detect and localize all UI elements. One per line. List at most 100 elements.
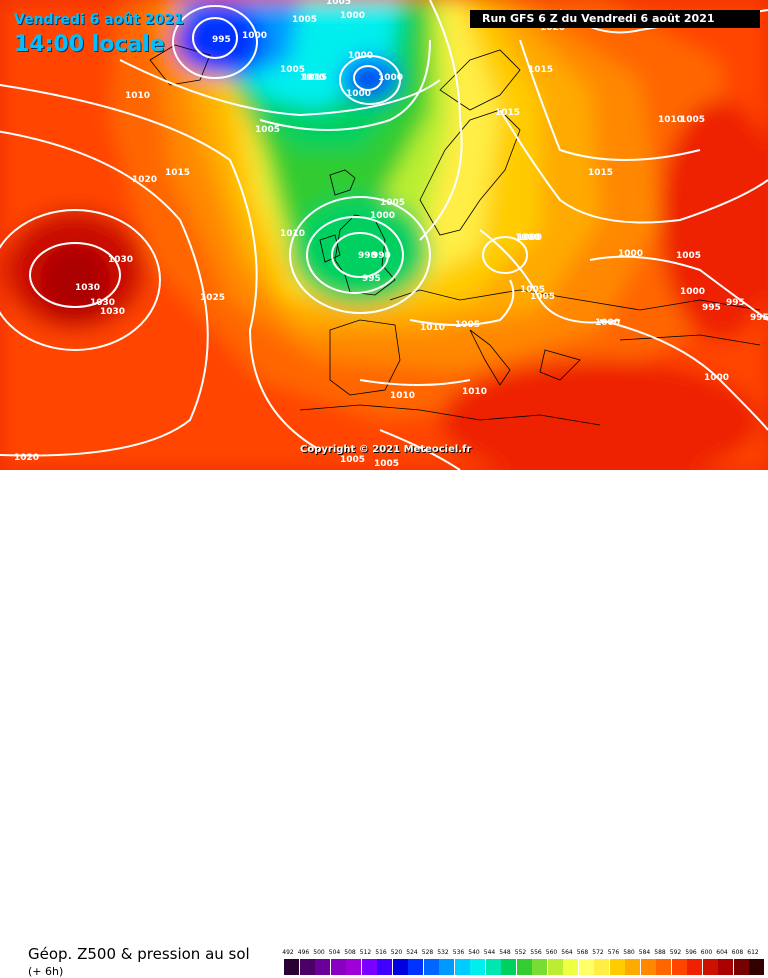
isobar-label: 1000 <box>595 318 620 328</box>
isobars <box>0 0 768 470</box>
isobar-label: 1020 <box>540 23 565 33</box>
scale-label: 556 <box>530 949 542 956</box>
scale-swatch <box>392 959 408 975</box>
isobar-label: 1010 <box>300 73 325 83</box>
isobar-label: 1015 <box>588 168 613 178</box>
z500-color-field <box>0 0 768 470</box>
scale-swatch <box>501 959 516 975</box>
isobar-label: 1005 <box>374 459 399 469</box>
isobar-label: 1005 <box>520 285 545 295</box>
scale-label: 600 <box>700 949 713 956</box>
isobar-label: 1010 <box>390 391 415 401</box>
scale-swatch <box>609 959 625 975</box>
isobar-label: 995 <box>212 35 231 45</box>
isobar-label: 1000 <box>346 89 371 99</box>
isobar-label: 1005 <box>280 65 305 75</box>
scale-swatch <box>516 959 532 975</box>
isobar-label: 1010 <box>658 115 683 125</box>
isobar-label: 1000 <box>340 11 365 21</box>
valid-date: Vendredi 6 août 2021 <box>14 12 184 28</box>
scale-label: 516 <box>375 949 387 956</box>
scale-swatch <box>625 959 640 975</box>
scale-label: 608 <box>731 949 744 956</box>
scale-swatch <box>578 959 594 975</box>
isobar-label: 1000 <box>517 233 542 243</box>
isobar-label: 1010 <box>420 323 445 333</box>
isobar-label: 1030 <box>108 255 133 265</box>
scale-swatch <box>485 959 501 975</box>
isobar-label: 1030 <box>75 283 100 293</box>
run-info: Run GFS 6 Z du Vendredi 6 août 2021 <box>470 10 760 28</box>
scale-label: 532 <box>437 949 449 956</box>
scale-label: 504 <box>328 949 341 956</box>
scale-swatch <box>687 959 702 975</box>
scale-swatch <box>423 959 439 975</box>
scale-label: 604 <box>716 949 728 956</box>
scale-swatch <box>377 959 392 975</box>
scale-label: 552 <box>514 949 527 956</box>
isobar-label: 1000 <box>378 73 403 83</box>
isobar-label: 1005 <box>292 15 317 25</box>
scale-swatch <box>594 959 609 975</box>
isobar-label: 1020 <box>14 453 39 463</box>
isobar-label: 1000 <box>618 249 643 259</box>
isobar-label: 1030 <box>100 307 125 317</box>
scale-label: 520 <box>390 949 403 956</box>
isobar-label: 1015 <box>528 65 553 75</box>
isobar-label: 1000 <box>680 287 705 297</box>
isobar-label: 1000 <box>242 31 267 41</box>
isobar-label: 1005 <box>676 251 701 261</box>
scale-swatch <box>547 959 563 975</box>
weather-map: 995 1000 1005 1000 1005 1005 1010 1005 1015 1000 1… <box>0 0 768 470</box>
isobar-label: 1005 <box>380 198 405 208</box>
scale-swatch <box>532 959 547 975</box>
isobar-label: 1025 <box>200 293 225 303</box>
scale-label: 568 <box>576 949 589 956</box>
isobar-label: 995 <box>726 298 745 308</box>
isobar-label: 1015 <box>302 73 327 83</box>
scale-label: 524 <box>406 949 418 956</box>
isobar-label: 1005 <box>340 455 365 465</box>
isobar-label: 1015 <box>165 168 190 178</box>
coastlines <box>149 44 761 426</box>
scale-swatch <box>733 959 749 975</box>
scale-swatch <box>330 959 346 975</box>
isobar-label: 1010 <box>280 229 305 239</box>
scale-swatch <box>470 959 485 975</box>
isobar-label: 1005 <box>326 0 351 7</box>
scale-swatch <box>563 959 578 975</box>
legend-subtitle: (+ 6h) <box>28 965 64 978</box>
scale-swatch <box>408 959 423 975</box>
scale-label: 596 <box>685 949 697 956</box>
scale-swatch <box>702 959 718 975</box>
scale-swatch <box>284 959 299 975</box>
isobar-label: 1030 <box>90 298 115 308</box>
isobar-label: 1005 <box>455 320 480 330</box>
isobar-label: 1000 <box>515 233 540 243</box>
legend-title: Géop. Z500 & pression au sol <box>28 945 250 963</box>
isobar-label: 1000 <box>704 373 729 383</box>
isobar-label: 1005 <box>255 125 280 135</box>
scale-label: 580 <box>623 949 635 956</box>
scale-label: 584 <box>638 949 651 956</box>
scale-label: 496 <box>297 949 310 956</box>
legend-footer: Géop. Z500 & pression au sol (+ 6h) 492 4… <box>0 470 768 978</box>
scale-label: 592 <box>669 949 682 956</box>
isobar-label: 990 <box>358 251 377 261</box>
scale-swatch <box>749 959 764 975</box>
isobar-label: 1005 <box>530 292 555 302</box>
scale-label: 560 <box>545 949 558 956</box>
scale-label: 492 <box>282 949 294 956</box>
isobar-label: 995 <box>702 303 721 313</box>
scale-label: 576 <box>607 949 620 956</box>
scale-swatch <box>640 959 656 975</box>
scale-label: 588 <box>654 949 666 956</box>
scale-swatch <box>718 959 733 975</box>
scale-label: 508 <box>344 949 356 956</box>
isobar-label: 1020 <box>132 175 157 185</box>
scale-label: 512 <box>359 949 372 956</box>
isobar-label: 1015 <box>495 108 520 118</box>
scale-label: 500 <box>313 949 325 956</box>
